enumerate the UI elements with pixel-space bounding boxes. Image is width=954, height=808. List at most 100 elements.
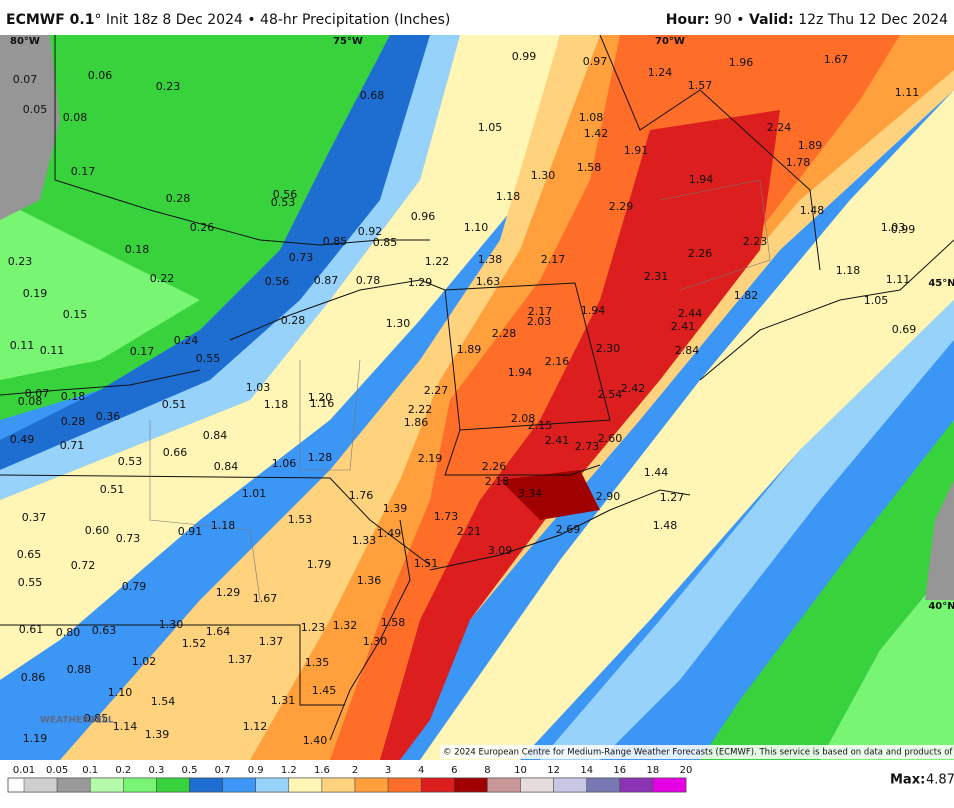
colorbar-segment — [652, 777, 687, 793]
header-bg — [0, 0, 954, 35]
precip-label: 0.07 — [25, 387, 50, 400]
precip-label: 1.91 — [624, 144, 649, 157]
precip-label: 1.20 — [308, 391, 333, 404]
precip-label: 2.41 — [671, 320, 696, 333]
precip-label: 0.69 — [892, 323, 917, 336]
colorbar-segment — [255, 777, 290, 793]
colorbar-segment — [520, 777, 554, 793]
precip-label: 2.19 — [418, 452, 443, 465]
precip-label: 2.41 — [545, 434, 570, 447]
precip-label: 1.28 — [308, 451, 333, 464]
precip-label: 1.78 — [786, 156, 811, 169]
precip-label: 0.18 — [61, 390, 86, 403]
precip-label: 0.23 — [8, 255, 33, 268]
colorbar-segment — [189, 777, 223, 793]
precip-label: 2.23 — [743, 235, 768, 248]
precip-label: 2.90 — [596, 490, 621, 503]
map-labels: 80°W 75°W 70°W 45°N 40°N 0.07 0.06 0.23 0.05 0.08… — [8, 36, 954, 747]
precip-label: 0.87 — [314, 274, 339, 287]
grid-label: 45°N — [928, 278, 954, 289]
precip-label: 1.94 — [689, 173, 714, 186]
precip-label: 2.31 — [644, 270, 669, 283]
colorbar-label: 4 — [418, 765, 424, 776]
precip-label: 1.10 — [108, 686, 133, 699]
precip-label: 0.56 — [273, 188, 298, 201]
colorbar-label: 0.9 — [248, 765, 264, 776]
precip-label: 0.55 — [18, 576, 43, 589]
precip-label: 2.42 — [621, 382, 646, 395]
precip-label: 1.32 — [333, 619, 358, 632]
precip-label: 1.64 — [206, 625, 231, 638]
precip-label: 2.16 — [545, 355, 570, 368]
precip-label: 0.26 — [190, 221, 215, 234]
precip-label: 0.91 — [178, 525, 203, 538]
precip-label: 0.17 — [71, 165, 96, 178]
grid-label: 75°W — [333, 36, 363, 47]
precip-label: 0.73 — [116, 532, 141, 545]
precip-label: 0.11 — [40, 344, 65, 357]
precip-label: 0.05 — [23, 103, 48, 116]
precip-label: 1.33 — [352, 534, 377, 547]
colorbar-segment — [89, 777, 124, 793]
precip-label: 2.54 — [598, 388, 623, 401]
precip-label: 1.40 — [303, 734, 328, 747]
precip-label: 1.39 — [383, 502, 408, 515]
precip-label: 0.65 — [17, 548, 42, 561]
colorbar-segment — [487, 777, 521, 793]
colorbar-segment — [387, 777, 422, 793]
precip-label: 0.18 — [125, 243, 150, 256]
max-label: Max: — [890, 773, 925, 788]
precip-label: 0.53 — [118, 455, 143, 468]
precip-label: 0.99 — [891, 223, 916, 236]
precip-label: 0.61 — [19, 623, 44, 636]
valid-label: Valid: — [749, 12, 794, 28]
hour: 90 — [714, 12, 732, 28]
precip-label: 0.92 — [358, 225, 383, 238]
colorbar-label: 0.3 — [148, 765, 164, 776]
colorbar-label: 0.1 — [82, 765, 98, 776]
precip-label: 3.34 — [518, 487, 543, 500]
precip-label: 1.35 — [305, 656, 330, 669]
precip-label: 1.37 — [259, 635, 284, 648]
precip-label: 1.16 — [310, 397, 335, 410]
precip-label: 0.11 — [10, 339, 35, 352]
precip-label: 1.22 — [425, 255, 450, 268]
colorbar-segment — [23, 777, 58, 793]
precip-label: 0.88 — [67, 663, 92, 676]
precip-label: 1.82 — [734, 289, 759, 302]
precip-label: 1.58 — [381, 616, 406, 629]
precip-label: 1.08 — [579, 111, 604, 124]
precip-label: 1.27 — [660, 491, 685, 504]
precip-label: 0.22 — [150, 272, 175, 285]
precip-label: 1.67 — [253, 592, 278, 605]
precip-label: 1.51 — [414, 557, 439, 570]
precip-label: 0.15 — [63, 308, 88, 321]
precip-label: 0.17 — [130, 345, 155, 358]
precip-label: 0.28 — [166, 192, 191, 205]
header-right: Hour: 90 • Valid: 12z Thu 12 Dec 2024 — [666, 12, 948, 28]
precip-label: 2.03 — [527, 315, 552, 328]
header-left: ECMWF 0.1° Init 18z 8 Dec 2024 • 48-hr P… — [6, 12, 450, 28]
precip-label: 0.99 — [512, 50, 537, 63]
precip-label: 2.84 — [675, 344, 700, 357]
colorbar-segment — [321, 777, 356, 793]
precip-label: 0.84 — [203, 429, 228, 442]
hour-label: Hour: — [666, 12, 710, 28]
colorbar-label: 16 — [613, 765, 626, 776]
precip-label: 2.60 — [598, 432, 623, 445]
colorbar-label: 0.5 — [182, 765, 198, 776]
precip-label: 0.66 — [163, 446, 188, 459]
precip-label: 0.55 — [196, 352, 221, 365]
precip-label: 0.78 — [356, 274, 381, 287]
precip-label: 0.60 — [85, 524, 110, 537]
precip-label: 1.11 — [886, 273, 911, 286]
colorbar-segment — [222, 777, 256, 793]
colorbar-label: 20 — [680, 765, 693, 776]
precip-label: 1.73 — [434, 510, 459, 523]
precip-label: 1.86 — [404, 416, 429, 429]
precip-label: 0.24 — [174, 334, 199, 347]
precip-label: 0.68 — [360, 89, 385, 102]
precip-label: 1.36 — [357, 574, 382, 587]
precip-label: 1.29 — [408, 276, 433, 289]
precip-label: 0.86 — [21, 671, 46, 684]
